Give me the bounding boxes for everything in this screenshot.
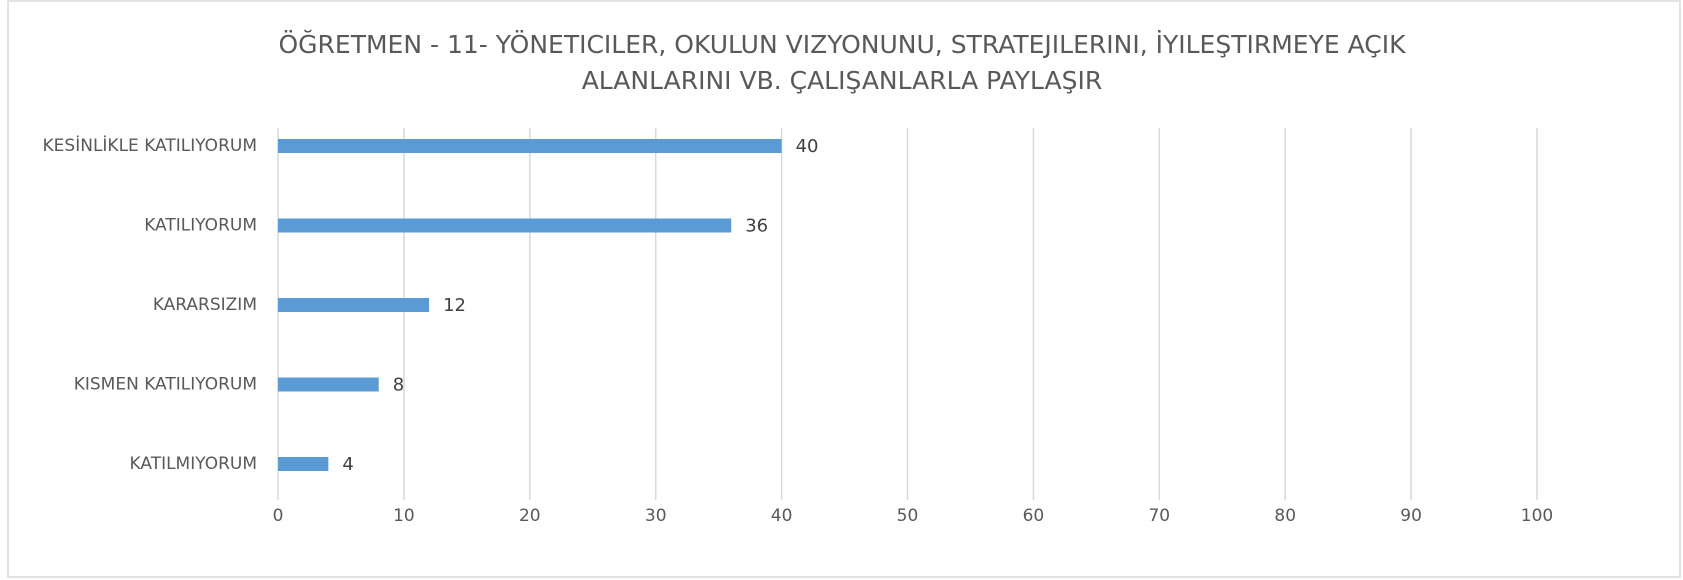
chart-title: ÖĞRETMEN - 11- YÖNETICILER, OKULUN VIZYO…: [279, 29, 1407, 59]
data-label: 40: [796, 136, 819, 157]
chart-title: ALANLARINI VB. ÇALIŞANLARLA PAYLAŞIR: [582, 66, 1103, 95]
bar: [278, 298, 430, 312]
chart-frame: [7, 0, 1681, 578]
x-tick-label: 90: [1400, 506, 1422, 526]
x-tick-label: 0: [273, 506, 284, 526]
bar: [278, 218, 732, 233]
data-label: 12: [443, 295, 466, 316]
data-label: 36: [745, 216, 768, 237]
x-tick-label: 40: [771, 506, 793, 526]
y-tick-label: KATILIYORUM: [144, 216, 257, 236]
x-tick-label: 60: [1023, 506, 1045, 526]
bar: [278, 457, 329, 471]
x-tick-label: 100: [1521, 506, 1553, 526]
y-tick-label: KESİNLİKLE KATILIYORUM: [43, 135, 257, 156]
x-tick-label: 20: [519, 506, 541, 526]
x-tick-label: 10: [393, 506, 415, 526]
bar: [278, 139, 782, 153]
x-tick-label: 80: [1274, 506, 1296, 526]
x-tick-label: 30: [645, 506, 667, 526]
y-tick-label: KISMEN KATILIYORUM: [74, 375, 257, 395]
bar: [278, 377, 379, 392]
y-tick-label: KARARSIZIM: [153, 295, 257, 315]
data-label: 8: [393, 375, 404, 396]
x-tick-label: 70: [1148, 506, 1170, 526]
y-tick-label: KATILMIYORUM: [130, 454, 257, 474]
data-label: 4: [342, 454, 353, 475]
x-tick-label: 50: [897, 506, 919, 526]
